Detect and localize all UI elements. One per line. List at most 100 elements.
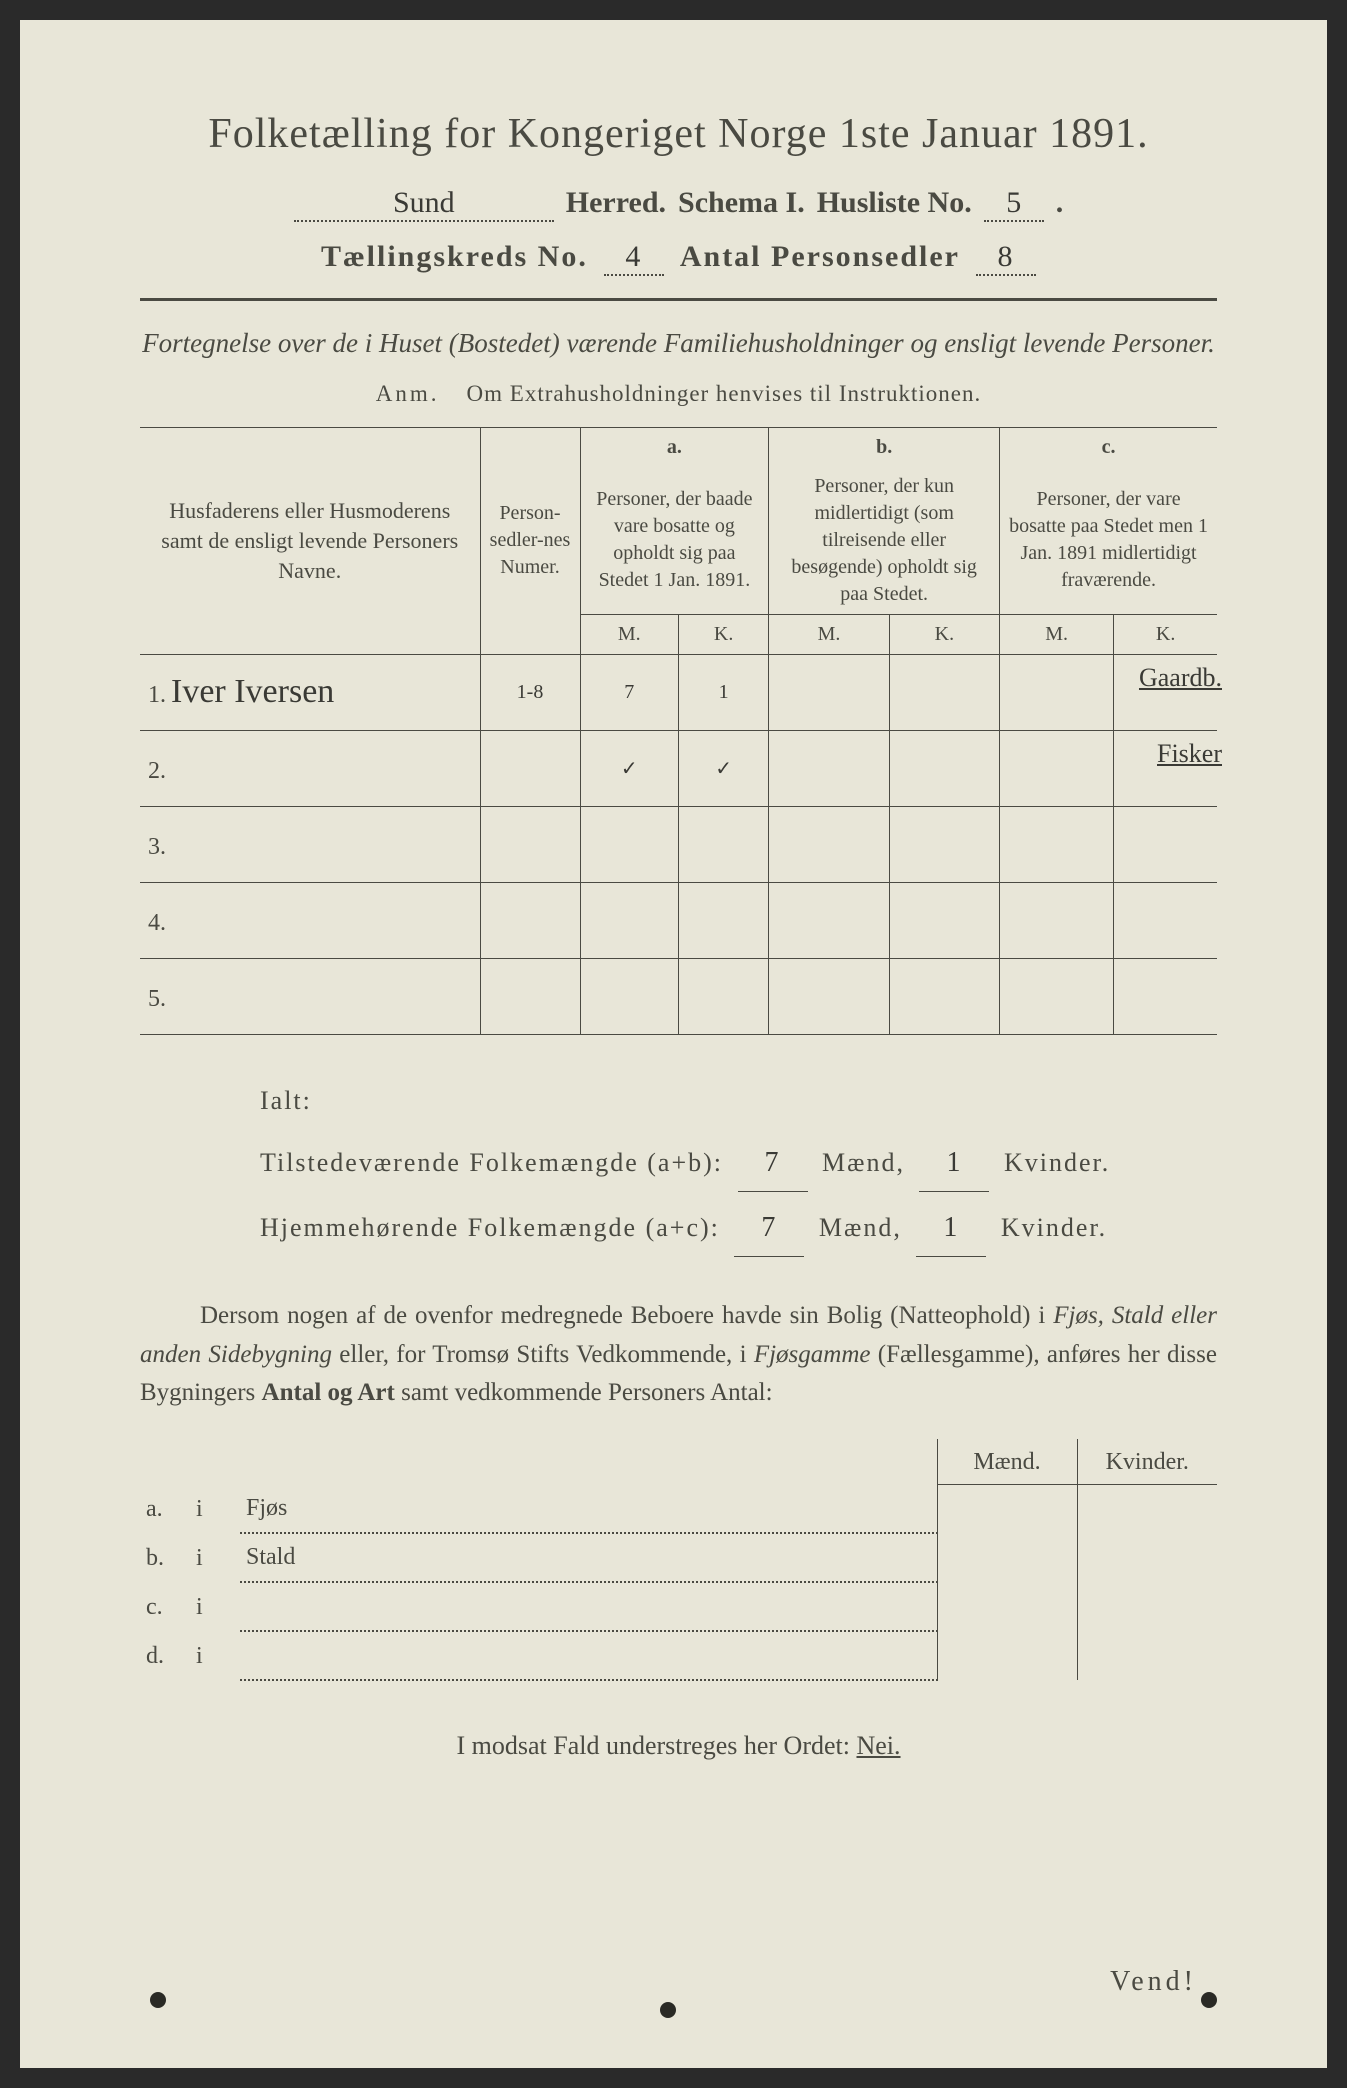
row-aM — [580, 806, 679, 882]
col-name-header: Husfaderens eller Husmoderens samt de en… — [140, 427, 480, 654]
b-k-header: K. — [889, 614, 999, 654]
row-cK — [1114, 806, 1217, 882]
side-i: i — [190, 1533, 240, 1582]
herred-label: Herred. — [566, 186, 666, 220]
row-num-cell — [480, 958, 580, 1034]
maend-1: Mænd, — [822, 1148, 905, 1177]
row-name-cell: 2. — [140, 730, 480, 806]
side-letter: d. — [140, 1631, 190, 1680]
side-letter: a. — [140, 1485, 190, 1533]
row-num-cell: 1-8 — [480, 654, 580, 730]
punch-mark-left — [150, 1992, 166, 2008]
side-m-cell — [937, 1485, 1077, 1533]
row-bM — [769, 882, 889, 958]
row-aM — [580, 958, 679, 1034]
row-bM — [769, 806, 889, 882]
side-i: i — [190, 1631, 240, 1680]
col-a-label: a. — [589, 434, 761, 461]
table-row: 3. — [140, 806, 1217, 882]
anm-line: Anm. Om Extrahusholdninger henvises til … — [140, 381, 1217, 407]
paragraph: Dersom nogen af de ovenfor medregnede Be… — [140, 1297, 1217, 1413]
line1-m: 7 — [738, 1135, 808, 1192]
line1-label: Tilstedeværende Folkemængde (a+b): — [260, 1148, 723, 1177]
side-row: d.i — [140, 1631, 1217, 1680]
side-m-cell — [937, 1533, 1077, 1582]
line2-m: 7 — [734, 1200, 804, 1257]
header-row-2: Tællingskreds No. 4 Antal Personsedler 8 — [140, 240, 1217, 276]
side-m-cell — [937, 1582, 1077, 1631]
schema-label: Schema I. — [678, 186, 805, 220]
table-row: 5. — [140, 958, 1217, 1034]
row-aM: 7 — [580, 654, 679, 730]
antal-label: Antal Personsedler — [680, 240, 960, 274]
side-maend-header: Mænd. — [937, 1439, 1077, 1485]
col-c-label: c. — [1008, 434, 1209, 461]
row-aK — [679, 958, 769, 1034]
row-num-cell — [480, 806, 580, 882]
row-bM — [769, 958, 889, 1034]
vend-label: Vend! — [1110, 1966, 1197, 1998]
side-letter: b. — [140, 1533, 190, 1582]
punch-mark-center — [660, 2002, 676, 2018]
col-c-desc: Personer, der vare bosatte paa Stedet me… — [1000, 467, 1217, 615]
line2-k: 1 — [916, 1200, 986, 1257]
side-m-cell — [937, 1631, 1077, 1680]
husliste-value: 5 — [984, 186, 1044, 222]
anm-label: Anm. — [376, 381, 440, 406]
table-row: 1. Iver Iversen1-871Gaardb. — [140, 654, 1217, 730]
row-num-cell — [480, 882, 580, 958]
page-title: Folketælling for Kongeriget Norge 1ste J… — [140, 110, 1217, 158]
row-bK — [889, 730, 999, 806]
row-bM — [769, 654, 889, 730]
row-bK — [889, 882, 999, 958]
side-k-cell — [1077, 1582, 1217, 1631]
side-k-cell — [1077, 1533, 1217, 1582]
nei-word: Nei. — [856, 1731, 900, 1760]
row-bK — [889, 654, 999, 730]
row-cK: Gaardb. — [1114, 654, 1217, 730]
totals-row-2: Hjemmehørende Folkemængde (a+c): 7 Mænd,… — [260, 1200, 1217, 1257]
col-b-desc: Personer, der kun midlertidigt (som tilr… — [769, 467, 1000, 615]
row-name-cell: 4. — [140, 882, 480, 958]
row-cM — [1000, 958, 1114, 1034]
subtitle: Fortegnelse over de i Huset (Bostedet) v… — [140, 325, 1217, 363]
b-m-header: M. — [769, 614, 889, 654]
anm-text: Om Extrahusholdninger henvises til Instr… — [467, 381, 982, 406]
col-name-text: Husfaderens eller Husmoderens samt de en… — [161, 498, 458, 582]
maend-2: Mænd, — [819, 1213, 902, 1242]
table-row: 4. — [140, 882, 1217, 958]
antal-value: 8 — [976, 240, 1036, 276]
row-aM: ✓ — [580, 730, 679, 806]
col-num-header: Person-sedler-nes Numer. — [480, 427, 580, 654]
row-cM — [1000, 806, 1114, 882]
footer-text: I modsat Fald understreges her Ordet: — [456, 1731, 850, 1760]
col-c-header: c. — [1000, 427, 1217, 467]
row-num-cell — [480, 730, 580, 806]
side-type: Stald — [240, 1533, 937, 1582]
period: . — [1056, 186, 1064, 220]
side-type — [240, 1631, 937, 1680]
col-a-desc: Personer, der baade vare bosatte og opho… — [580, 467, 769, 615]
row-cK: Fisker — [1114, 730, 1217, 806]
row-cK — [1114, 958, 1217, 1034]
kreds-label: Tællingskreds No. — [321, 240, 588, 274]
kvinder-2: Kvinder. — [1001, 1213, 1107, 1242]
divider — [140, 298, 1217, 301]
row-cM — [1000, 882, 1114, 958]
col-b-label: b. — [777, 434, 991, 461]
row-name-cell: 1. Iver Iversen — [140, 654, 480, 730]
side-type — [240, 1582, 937, 1631]
side-building-table: Mænd. Kvinder. a.iFjøsb.iStaldc.id.i — [140, 1439, 1217, 1681]
row-aM — [580, 882, 679, 958]
punch-mark-right — [1201, 1992, 1217, 2008]
side-i: i — [190, 1485, 240, 1533]
census-form-page: Folketælling for Kongeriget Norge 1ste J… — [20, 20, 1327, 2068]
side-type: Fjøs — [240, 1485, 937, 1533]
row-bM — [769, 730, 889, 806]
row-bK — [889, 806, 999, 882]
side-row: c.i — [140, 1582, 1217, 1631]
col-a-header: a. — [580, 427, 769, 467]
c-k-header: K. — [1114, 614, 1217, 654]
side-letter: c. — [140, 1582, 190, 1631]
table-row: 2. ✓✓Fisker — [140, 730, 1217, 806]
